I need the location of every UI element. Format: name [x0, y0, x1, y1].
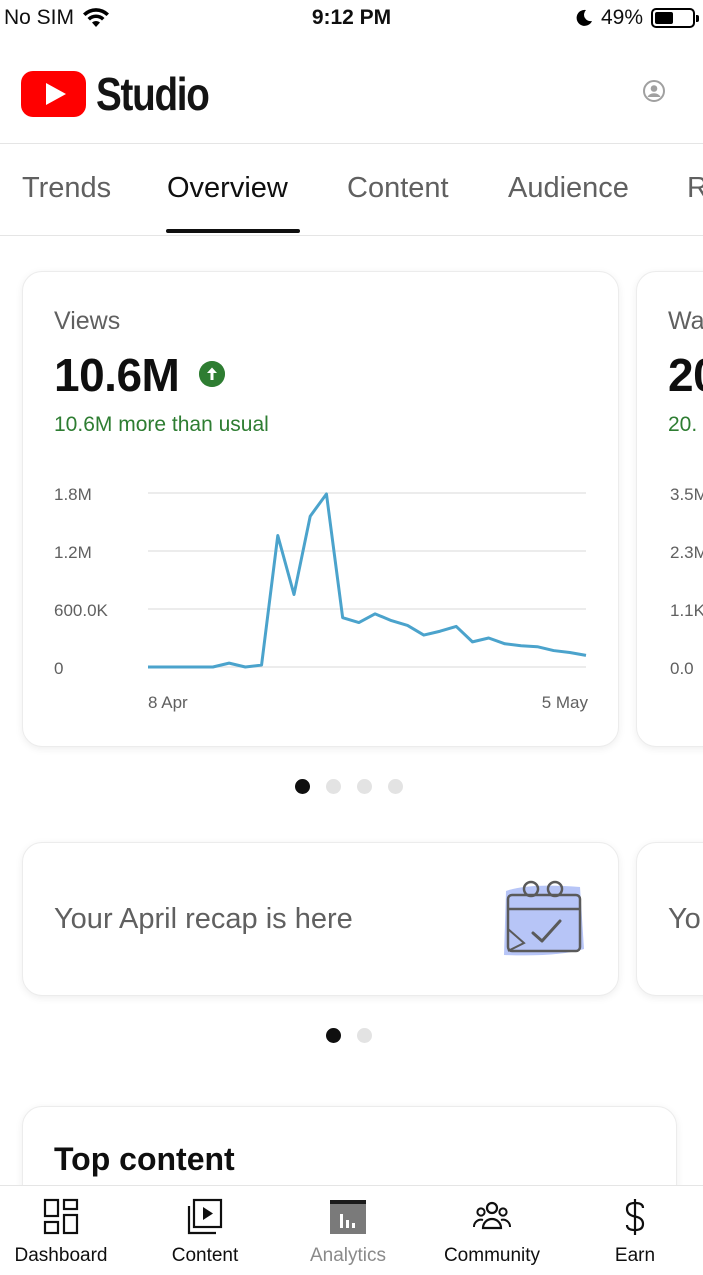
recap-next-card[interactable]: Yo	[636, 842, 703, 996]
carrier-label: No SIM	[4, 6, 75, 29]
watch-time-value: 20	[668, 349, 703, 401]
tab-overview[interactable]: Overview	[167, 172, 288, 204]
carousel-dot[interactable]	[357, 779, 372, 794]
views-card-title: Views	[54, 307, 121, 335]
y-tick-label: 0.0	[670, 659, 694, 678]
watch-time-trend-text: 20.	[668, 413, 698, 436]
y-tick-label: 1.1K	[670, 601, 703, 620]
app-header: Studio	[0, 40, 703, 144]
y-tick-label: 1.2M	[54, 543, 92, 562]
y-tick-label: 600.0K	[54, 601, 109, 620]
watch-time-card[interactable]: Wa 20 20. 3.5M 2.3M 1.1K 0.0	[636, 271, 703, 747]
youtube-logo-icon	[21, 71, 86, 117]
nav-earn[interactable]: Earn	[565, 1186, 703, 1275]
analytics-icon	[330, 1200, 366, 1234]
analytics-tabs: Trends Overview Content Audience R	[0, 145, 703, 236]
active-tab-indicator	[166, 229, 300, 233]
tab-reach[interactable]: R	[687, 172, 703, 205]
status-time: 9:12 PM	[311, 6, 392, 29]
nav-earn-label: Earn	[614, 1245, 656, 1266]
views-card[interactable]: Views 10.6M 10.6M more than usual 1.8M 1.…	[22, 271, 619, 747]
battery-icon	[651, 8, 699, 28]
views-line-chart: 1.8M 1.2M 600.0K 0 8 Apr 5 May	[54, 485, 589, 712]
y-tick-label: 3.5M	[670, 485, 703, 504]
watch-time-card-title: Wa	[668, 307, 703, 335]
x-tick-label: 5 May	[542, 693, 589, 712]
nav-community-label: Community	[443, 1245, 541, 1266]
app-name: Studio	[96, 68, 210, 120]
y-tick-label: 1.8M	[54, 485, 92, 504]
carousel-dot[interactable]	[357, 1028, 372, 1043]
top-content-title: Top content	[54, 1141, 235, 1177]
arrow-up-icon	[199, 361, 225, 387]
recap-text: Your April recap is here	[54, 903, 353, 935]
tab-trends[interactable]: Trends	[22, 172, 112, 204]
y-tick-label: 2.3M	[670, 543, 703, 562]
tab-content[interactable]: Content	[347, 172, 449, 204]
content-icon	[187, 1198, 223, 1235]
moon-icon	[576, 9, 592, 26]
nav-content[interactable]: Content	[135, 1186, 275, 1275]
dashboard-icon	[43, 1198, 79, 1235]
views-series-line	[148, 492, 587, 669]
views-value: 10.6M	[54, 349, 180, 401]
battery-percent: 49%	[600, 6, 643, 29]
wifi-icon	[83, 8, 110, 27]
carousel-dot[interactable]	[295, 779, 310, 794]
y-tick-label: 0	[54, 659, 63, 678]
nav-community[interactable]: Community	[422, 1186, 562, 1275]
carousel-dot[interactable]	[326, 1028, 341, 1043]
youtube-studio-logo: Studio	[21, 67, 230, 121]
nav-dashboard[interactable]: Dashboard	[0, 1186, 131, 1275]
account-icon[interactable]	[643, 80, 665, 102]
carousel-dot[interactable]	[326, 779, 341, 794]
recap-carousel-dots	[326, 1028, 372, 1043]
watch-time-chart: 3.5M 2.3M 1.1K 0.0	[670, 485, 703, 678]
nav-analytics[interactable]: Analytics	[278, 1186, 418, 1275]
carousel-dot[interactable]	[388, 779, 403, 794]
nav-analytics-label: Analytics	[309, 1245, 387, 1266]
metrics-carousel-dots	[295, 779, 403, 794]
earn-icon	[625, 1199, 645, 1235]
status-bar: No SIM 9:12 PM 49%	[0, 0, 703, 40]
bottom-navigation: Dashboard Content Analytics	[0, 1185, 703, 1275]
community-icon	[473, 1201, 511, 1230]
nav-content-label: Content	[171, 1245, 239, 1266]
tab-audience[interactable]: Audience	[508, 172, 629, 204]
x-tick-label: 8 Apr	[148, 693, 188, 712]
nav-dashboard-label: Dashboard	[14, 1245, 108, 1266]
views-trend-text: 10.6M more than usual	[54, 413, 269, 436]
battery-fill	[655, 12, 673, 24]
calendar-check-icon	[504, 880, 584, 956]
april-recap-card[interactable]: Your April recap is here	[22, 842, 619, 996]
recap-next-text: Yo	[668, 903, 701, 935]
